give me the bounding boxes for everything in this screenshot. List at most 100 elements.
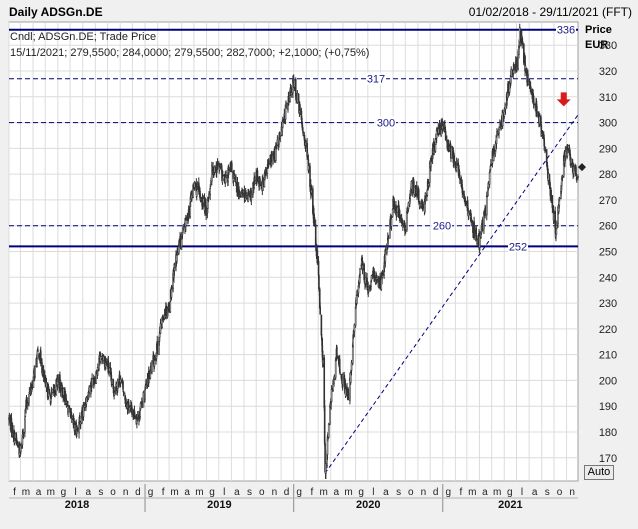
down-arrow-icon: [556, 92, 571, 107]
candle: [122, 390, 125, 397]
candle: [379, 272, 381, 290]
candle: [290, 87, 293, 98]
month-label: f: [13, 487, 16, 498]
candle: [487, 181, 490, 191]
candle: [48, 389, 51, 396]
candle: [248, 189, 250, 198]
y-axis-label-price: Price: [585, 24, 612, 36]
candle-body: [356, 294, 359, 297]
candle-body: [553, 213, 555, 221]
candle-body: [313, 217, 316, 226]
candle: [155, 355, 158, 362]
candle: [347, 393, 350, 401]
month-label: a: [234, 487, 240, 498]
candle: [439, 122, 441, 135]
candle-body: [479, 236, 481, 248]
month-label: o: [408, 487, 414, 498]
candle-body: [68, 405, 71, 408]
candle-body: [182, 225, 185, 227]
candle-body: [187, 219, 190, 222]
candle: [24, 415, 26, 438]
candle-body: [236, 182, 239, 197]
month-label: g: [358, 487, 364, 498]
candle: [370, 274, 373, 283]
candle-body: [79, 422, 82, 425]
candle: [39, 346, 42, 367]
month-label: l: [521, 487, 523, 498]
candle-body: [48, 389, 51, 395]
candle-body: [481, 218, 484, 227]
candle-body: [268, 162, 270, 166]
candle-body: [541, 131, 544, 135]
candle-body: [176, 252, 179, 255]
candle-body: [39, 350, 42, 364]
candle: [310, 188, 313, 195]
candle-body: [353, 324, 356, 332]
candle: [182, 223, 185, 231]
candle-body: [305, 141, 307, 146]
candle-body: [367, 286, 370, 290]
candle: [37, 346, 39, 352]
candle: [94, 376, 96, 385]
candle-body: [59, 382, 62, 394]
candle-body: [285, 101, 287, 105]
level-label-317: 317: [367, 74, 385, 86]
candle-body: [155, 355, 158, 359]
candle: [456, 159, 458, 166]
candle: [490, 163, 493, 167]
candle-body: [430, 157, 433, 161]
candle-body: [564, 151, 567, 157]
candle-body: [422, 204, 424, 209]
month-label: m: [344, 487, 352, 498]
candle: [159, 318, 162, 335]
auto-scale-button[interactable]: Auto: [584, 465, 614, 480]
candle: [282, 118, 284, 123]
candle: [168, 302, 170, 313]
candle: [413, 186, 416, 198]
month-label: m: [319, 487, 327, 498]
month-label: d: [433, 487, 439, 498]
candle: [211, 161, 213, 186]
candle-body: [342, 373, 344, 385]
month-label: m: [22, 487, 30, 498]
candle-body: [91, 378, 93, 387]
candle-body: [114, 390, 116, 393]
candle-body: [209, 188, 212, 195]
month-label: s: [545, 487, 550, 498]
candle: [265, 166, 267, 177]
candle: [384, 246, 387, 255]
candle: [256, 167, 259, 183]
candle-body: [250, 192, 253, 194]
y-tick-label: 200: [599, 375, 617, 387]
candle-body: [558, 197, 561, 200]
candle-body: [333, 376, 336, 379]
candle: [350, 359, 353, 376]
candle-body: [347, 389, 350, 395]
support-resistance-levels: 336 317 300 260 252: [9, 23, 578, 253]
candle-body: [74, 424, 76, 431]
candle-body: [544, 146, 547, 149]
candle: [105, 358, 108, 367]
month-label: g: [61, 487, 67, 498]
candle-body: [230, 162, 233, 171]
candle-body: [222, 174, 225, 177]
year-label: 2019: [207, 499, 231, 511]
candle-body: [134, 415, 136, 419]
candle-body: [453, 155, 455, 163]
y-tick-label: 310: [599, 92, 617, 104]
candle: [316, 246, 319, 265]
candle: [399, 212, 401, 224]
candle: [479, 231, 481, 251]
candle-body: [208, 193, 210, 198]
candle: [450, 145, 453, 159]
candle-body: [205, 210, 207, 216]
candle: [99, 352, 102, 358]
candle-body: [391, 209, 394, 217]
candle: [353, 323, 356, 338]
candle-body: [266, 168, 269, 174]
candle-body: [224, 176, 227, 184]
candle: [136, 411, 139, 420]
candle: [496, 128, 498, 138]
candle: [139, 401, 142, 411]
